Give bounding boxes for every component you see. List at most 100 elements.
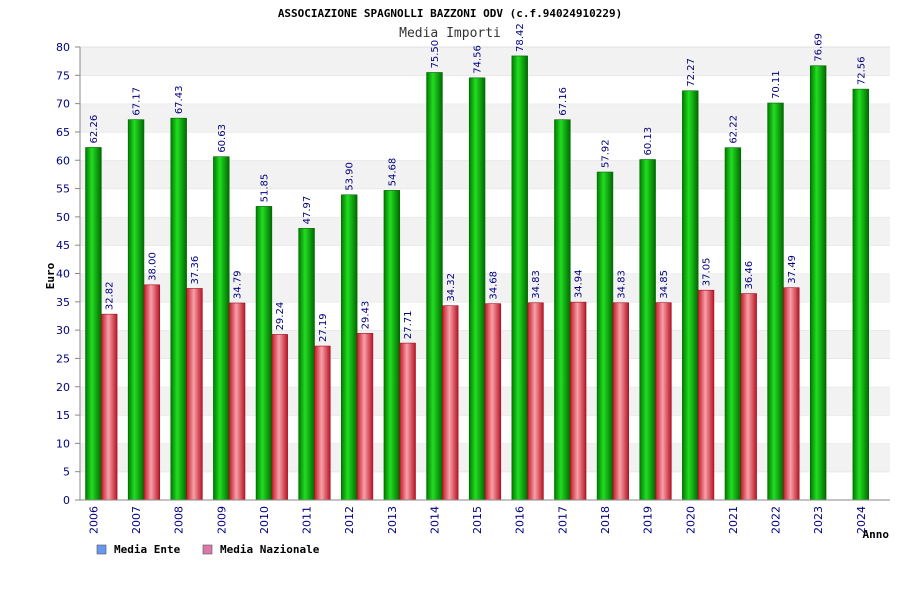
x-tick-label: 2018: [599, 506, 612, 534]
x-tick-label: 2017: [556, 506, 569, 534]
y-tick-label: 80: [56, 41, 70, 54]
data-label: 72.27: [686, 58, 697, 87]
data-label: 70.11: [771, 70, 782, 99]
x-tick-label: 2023: [812, 506, 825, 534]
data-label: 34.83: [531, 270, 542, 299]
x-tick-label: 2016: [514, 506, 527, 534]
data-label: 67.17: [132, 87, 143, 116]
bar-media-ente: [170, 117, 187, 501]
bar-media-nazionale: [101, 313, 118, 501]
y-tick-label: 15: [56, 409, 70, 422]
data-label: 76.69: [814, 33, 825, 62]
y-tick-label: 30: [56, 324, 70, 337]
x-tick-label: 2020: [684, 506, 697, 534]
chart-subtitle: Media Importi: [399, 26, 501, 41]
y-tick-label: 75: [56, 69, 70, 82]
data-label: 51.85: [259, 174, 270, 203]
bar-media-ente: [468, 77, 486, 501]
bar-media-ente: [767, 102, 784, 501]
data-label: 27.19: [318, 313, 329, 342]
x-tick-label: 2022: [770, 506, 783, 534]
bar-media-nazionale: [484, 303, 502, 501]
data-label: 57.92: [601, 139, 612, 168]
data-label: 62.22: [728, 115, 739, 144]
y-tick-label: 0: [63, 494, 70, 507]
y-tick-label: 65: [56, 126, 70, 139]
x-tick-label: 2024: [855, 506, 868, 534]
y-tick-label: 40: [56, 268, 70, 281]
data-label: 78.42: [515, 23, 526, 52]
bar-media-ente: [682, 90, 699, 501]
bar-media-ente: [724, 147, 742, 501]
data-label: 60.13: [643, 127, 654, 156]
data-labels-group: 62.26 32.82 67.17 38.00 67.43 37.36 60.63 34.79…: [89, 23, 867, 342]
bar-media-ente: [554, 119, 571, 501]
bar-media-nazionale: [527, 302, 544, 501]
legend-label: Media Ente: [114, 543, 181, 556]
data-label: 67.43: [174, 86, 185, 115]
bar-media-nazionale: [655, 302, 672, 501]
data-label: 34.83: [616, 270, 627, 299]
bar-media-ente: [127, 119, 145, 501]
y-tick-label: 55: [56, 183, 70, 196]
data-label: 60.63: [217, 124, 228, 153]
y-tick-label: 70: [56, 98, 70, 111]
y-axis-ticks: 0 5 10 15 20 25 30 35 40 45 50 55 60 65 70 75 80: [56, 41, 80, 507]
x-tick-label: 2015: [471, 506, 484, 534]
bar-media-nazionale: [399, 342, 416, 501]
x-tick-label: 2008: [173, 506, 186, 534]
y-axis-label: Euro: [44, 262, 57, 289]
bar-media-nazionale: [271, 334, 288, 501]
data-label: 32.82: [105, 282, 116, 311]
bar-media-ente: [596, 171, 614, 501]
bar-media-ente: [639, 159, 656, 501]
bar-media-nazionale: [569, 301, 587, 501]
legend-swatch: [96, 544, 107, 555]
y-tick-label: 20: [56, 381, 70, 394]
bar-media-nazionale: [442, 305, 459, 501]
bar-media-nazionale: [143, 284, 161, 501]
bar-media-ente: [85, 147, 102, 501]
x-tick-label: 2009: [215, 506, 228, 534]
grid-band: [80, 47, 890, 76]
data-label: 47.97: [302, 196, 313, 225]
data-label: 29.24: [275, 302, 286, 331]
data-label: 74.56: [473, 45, 484, 74]
x-tick-label: 2019: [642, 506, 655, 534]
y-tick-label: 60: [56, 154, 70, 167]
bar-media-ente: [213, 156, 230, 501]
x-tick-label: 2021: [727, 506, 740, 534]
bar-media-nazionale: [612, 302, 629, 501]
bar-media-ente: [852, 88, 869, 501]
x-axis-label: Anno: [863, 528, 890, 541]
bar-media-nazionale: [697, 289, 715, 501]
data-label: 37.05: [702, 258, 713, 287]
y-tick-label: 45: [56, 239, 70, 252]
data-label: 72.56: [856, 56, 867, 85]
x-tick-label: 2012: [343, 506, 356, 534]
data-label: 27.71: [403, 310, 414, 339]
data-label: 37.49: [787, 255, 798, 284]
bar-media-ente: [426, 72, 443, 501]
x-tick-label: 2011: [301, 506, 314, 534]
data-label: 62.26: [89, 115, 100, 144]
data-label: 75.50: [430, 40, 441, 69]
y-tick-label: 35: [56, 296, 70, 309]
bar-media-nazionale: [783, 287, 800, 501]
data-label: 38.00: [147, 252, 158, 281]
bar-media-ente: [511, 55, 528, 501]
bar-media-ente: [383, 190, 401, 501]
x-tick-label: 2010: [258, 506, 271, 534]
data-label: 34.32: [446, 273, 457, 302]
data-label: 54.68: [387, 158, 398, 187]
data-label: 34.68: [488, 271, 499, 300]
bar-media-nazionale: [356, 333, 374, 501]
data-label: 67.16: [558, 87, 569, 116]
x-tick-label: 2006: [87, 506, 100, 534]
x-axis-ticks: 2006 2007 2008 2009 2010 2011 2012 2013 2014 2015…: [87, 506, 867, 534]
data-label: 29.43: [360, 301, 371, 330]
y-tick-label: 25: [56, 352, 70, 365]
x-tick-label: 2013: [386, 506, 399, 534]
legend-swatch: [202, 544, 213, 555]
